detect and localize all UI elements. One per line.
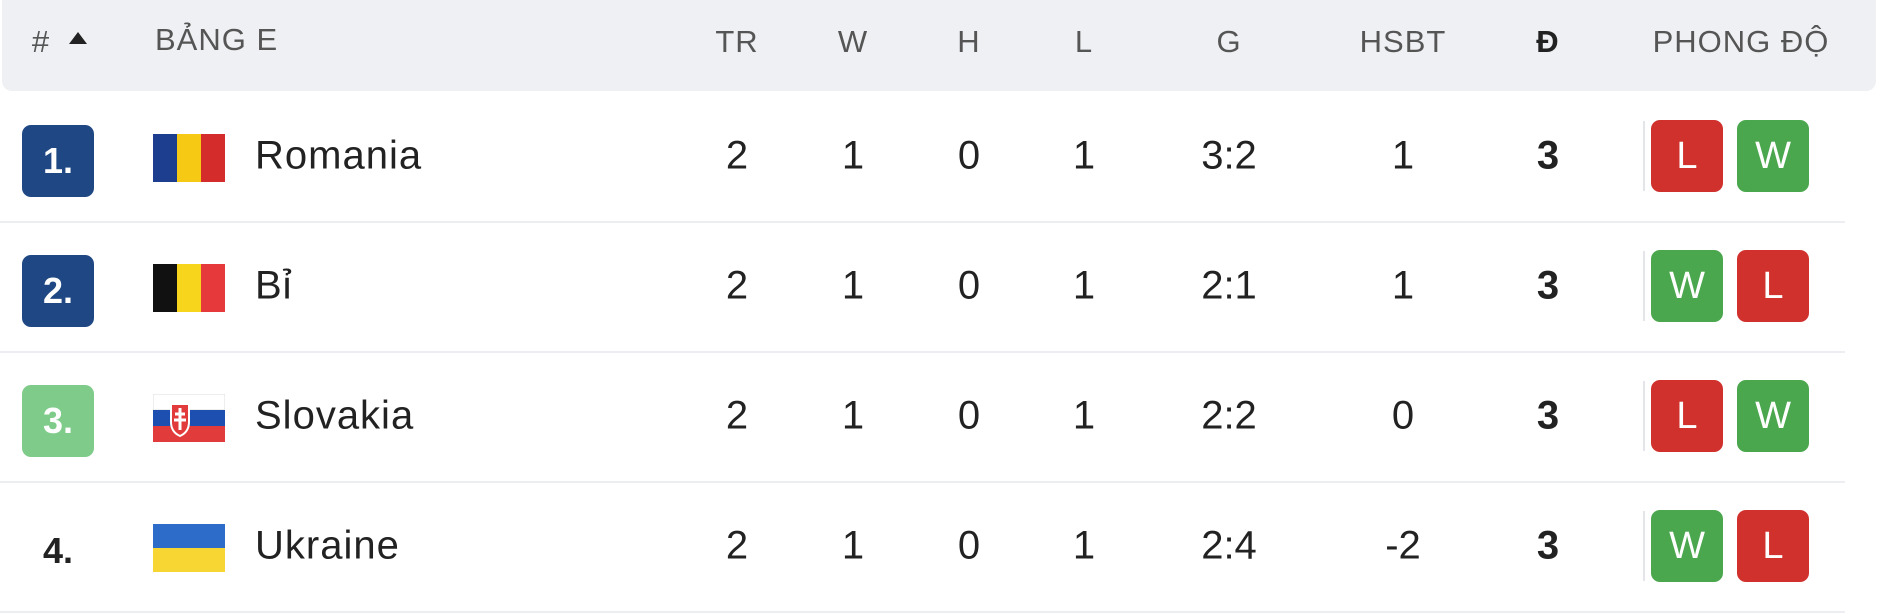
rank-badge: 2. <box>22 255 94 327</box>
stat-cell: 1 <box>1391 263 1415 308</box>
stat-cell: 2 <box>725 133 749 178</box>
stat-cell: 1 <box>841 523 865 568</box>
column-header[interactable]: G <box>1216 24 1242 59</box>
column-header[interactable]: L <box>1074 24 1094 59</box>
column-header[interactable]: TR <box>715 24 759 59</box>
stat-cell: 2 <box>725 393 749 438</box>
team-flag <box>153 134 225 182</box>
group-header: BẢNG E <box>155 22 279 57</box>
rank-badge: 3. <box>22 385 94 457</box>
stat-cell: 1 <box>841 263 865 308</box>
rank-badge: 1. <box>22 125 94 197</box>
table-row[interactable]: 1. Romania 2 1 0 1 3:2 1 3 L W <box>0 91 1845 223</box>
stat-cell: 2 <box>725 263 749 308</box>
column-header[interactable]: Đ <box>1536 24 1560 59</box>
stat-cell: 0 <box>957 133 981 178</box>
separator <box>1643 511 1645 581</box>
stat-cell: 1 <box>1072 133 1096 178</box>
column-header[interactable]: HSBT <box>1359 24 1447 59</box>
stat-cell: 3 <box>1536 263 1560 308</box>
stat-cell: 0 <box>1391 393 1415 438</box>
stat-cell: 2:4 <box>1201 523 1257 568</box>
rank-badge: 4. <box>42 530 74 571</box>
stat-cell: 3 <box>1536 523 1560 568</box>
column-header: PHONG ĐỘ <box>1652 24 1830 59</box>
stat-cell: 1 <box>841 133 865 178</box>
column-header[interactable]: W <box>837 24 869 59</box>
separator <box>1643 381 1645 451</box>
sort-icon <box>69 32 87 44</box>
stat-cell: 1 <box>1072 393 1096 438</box>
table-row[interactable]: 3. Slovakia 2 1 0 1 2:2 0 3 L W <box>0 351 1845 483</box>
separator <box>1643 251 1645 321</box>
stat-cell: 2 <box>725 523 749 568</box>
form-badge[interactable]: L <box>1737 510 1809 582</box>
stat-cell: 2:2 <box>1201 393 1257 438</box>
stat-cell: 1 <box>1072 523 1096 568</box>
form-badge[interactable]: W <box>1651 250 1723 322</box>
team-flag <box>153 394 225 442</box>
stat-cell: 2:1 <box>1201 263 1257 308</box>
form-badge[interactable]: W <box>1737 120 1809 192</box>
table-header <box>2 0 1876 91</box>
form-badge[interactable]: L <box>1651 120 1723 192</box>
stat-cell: 3:2 <box>1201 133 1257 178</box>
team-name[interactable]: Ukraine <box>255 523 400 568</box>
team-name[interactable]: Slovakia <box>255 393 415 438</box>
stat-cell: 0 <box>957 263 981 308</box>
form-badge[interactable]: L <box>1737 250 1809 322</box>
stat-cell: 0 <box>957 523 981 568</box>
column-header[interactable]: H <box>957 24 981 59</box>
form-badge[interactable]: W <box>1737 380 1809 452</box>
stat-cell: 1 <box>841 393 865 438</box>
form-badge[interactable]: W <box>1651 510 1723 582</box>
team-name[interactable]: Bỉ <box>255 263 293 308</box>
stat-cell: 3 <box>1536 393 1560 438</box>
stat-cell: 1 <box>1391 133 1415 178</box>
team-flag <box>153 264 225 312</box>
team-flag <box>153 524 225 572</box>
stat-cell: 3 <box>1536 133 1560 178</box>
form-badge[interactable]: L <box>1651 380 1723 452</box>
table-row[interactable]: 4. Ukraine 2 1 0 1 2:4 -2 3 W L <box>0 481 1845 613</box>
separator <box>1643 121 1645 191</box>
table-row[interactable]: 2. Bỉ 2 1 0 1 2:1 1 3 W L <box>0 221 1845 353</box>
team-name[interactable]: Romania <box>255 133 423 178</box>
stat-cell: 1 <box>1072 263 1096 308</box>
stat-cell: 0 <box>957 393 981 438</box>
stat-cell: -2 <box>1385 523 1421 568</box>
rank-header[interactable]: # <box>31 24 51 59</box>
